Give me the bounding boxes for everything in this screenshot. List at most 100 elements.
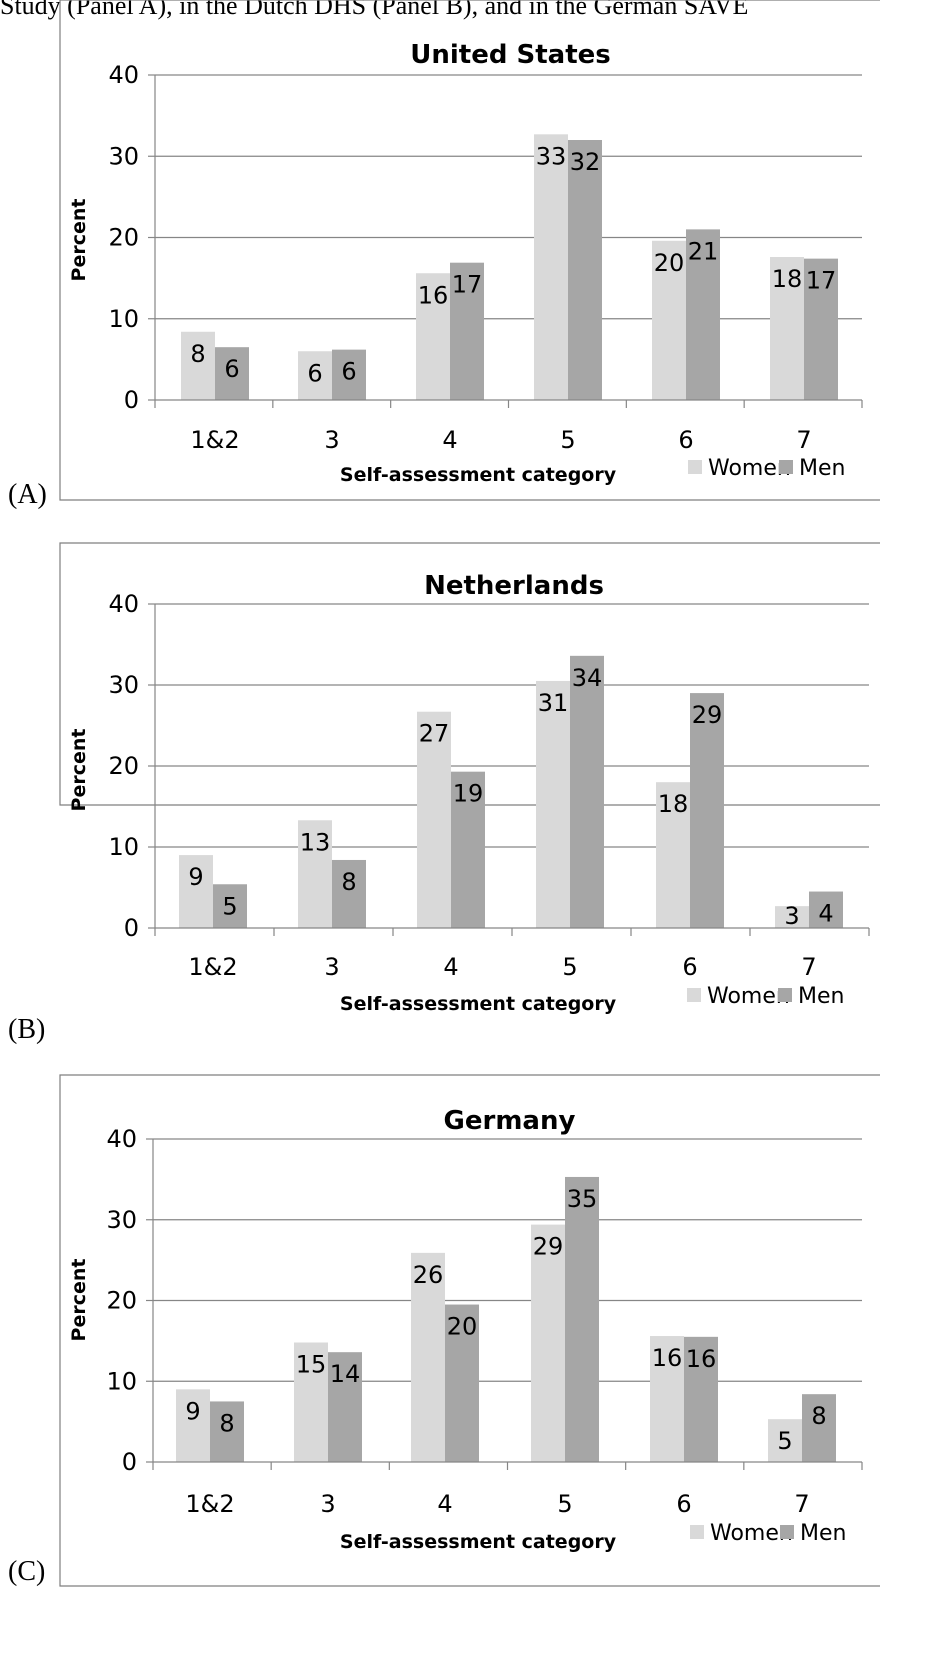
- panel-1-xtick-label: 6: [678, 426, 693, 454]
- panel-3-bar-men: [445, 1304, 479, 1462]
- panel-1-bar-men: [450, 262, 484, 400]
- panel-1-data-label: 18: [772, 265, 803, 293]
- panel-2-title: Netherlands: [424, 571, 604, 601]
- panel-1-legend-women: Women: [708, 456, 791, 481]
- panel-3-title: Germany: [444, 1106, 576, 1136]
- panel-2-xtick-label: 1&2: [188, 953, 237, 981]
- panel-2-legend-men: Men: [798, 984, 844, 1009]
- panel-1-bar-men: [215, 347, 249, 400]
- panel-2-bar-women: [775, 906, 809, 928]
- panel-2-bar-women: [656, 782, 690, 928]
- panel-2-legend-swatch-women: [687, 988, 701, 1002]
- panel-2-xtick-label: 5: [562, 953, 577, 981]
- panel-3-bar-women: [294, 1342, 328, 1462]
- panel-2-legend-women: Women: [707, 984, 790, 1009]
- panel-1-ytick-label: 30: [108, 142, 139, 170]
- panel-2-label: (B): [8, 1014, 45, 1045]
- panel-3-bar-women: [768, 1419, 802, 1462]
- panel-3-data-label: 14: [330, 1360, 361, 1388]
- panel-1-data-label: 6: [224, 355, 239, 383]
- panel-3-label: (C): [8, 1556, 45, 1587]
- panel-2-bar-men: [213, 884, 247, 928]
- panel-1-ytick-label: 20: [108, 224, 139, 252]
- panel-3-xtick-label: 3: [320, 1490, 335, 1518]
- panel-3-legend-swatch-women: [690, 1525, 704, 1539]
- panel-3-bar-men: [210, 1401, 244, 1462]
- panel-1-data-label: 8: [190, 340, 205, 368]
- panel-1-data-label: 21: [688, 237, 719, 265]
- panel-1-frame: [59, 0, 880, 501]
- panel-3-xtick-label: 6: [676, 1490, 691, 1518]
- panel-3-data-label: 9: [185, 1397, 200, 1425]
- panel-3-bar-women: [411, 1252, 445, 1462]
- panel-2-bar-women: [298, 820, 332, 928]
- panel-1-ytick-label: 40: [108, 61, 139, 89]
- panel-3-data-label: 35: [567, 1185, 598, 1213]
- panel-3-legend-women: Women: [710, 1521, 793, 1546]
- panel-2-legend-swatch-men: [778, 988, 792, 1002]
- panel-1-data-label: 20: [654, 249, 685, 277]
- panel-2-data-label: 8: [341, 868, 356, 896]
- panel-1-title: United States: [410, 40, 611, 70]
- panel-3-data-label: 5: [777, 1427, 792, 1455]
- panel-2-data-label: 34: [572, 664, 603, 692]
- panel-3-ytick-label: 10: [106, 1367, 137, 1395]
- panel-2-xtick-label: 7: [801, 953, 816, 981]
- panel-2-bar-women: [536, 680, 570, 928]
- panel-1-legend-swatch-women: [688, 460, 702, 474]
- panel-1-xtick-label: 4: [442, 426, 457, 454]
- panel-1-label: (A): [8, 479, 47, 510]
- panel-2-bar-men: [809, 891, 843, 928]
- panel-1-data-label: 6: [341, 358, 356, 386]
- panel-2-data-label: 27: [419, 720, 450, 748]
- panel-2-data-label: 29: [692, 701, 723, 729]
- panel-2-ytick-label: 10: [108, 833, 139, 861]
- panel-3-bar-women: [531, 1224, 565, 1462]
- panel-1-y-axis-label: Percent: [68, 199, 90, 282]
- panel-3-ytick-label: 0: [122, 1448, 137, 1476]
- panel-2-ytick-label: 0: [124, 914, 139, 942]
- panel-2-bar-men: [690, 693, 724, 928]
- panel-3-x-axis-label: Self-assessment category: [340, 1531, 617, 1553]
- panel-3-bar-men: [684, 1336, 718, 1462]
- panel-1-legend-men: Men: [799, 456, 845, 481]
- figure-caption: Study (Panel A), in the Dutch DHS (Panel…: [0, 0, 749, 20]
- panel-1-bar-men: [332, 349, 366, 400]
- panel-2-xtick-label: 4: [443, 953, 458, 981]
- panel-2-bar-women: [179, 855, 213, 928]
- panel-3-xtick-label: 4: [437, 1490, 452, 1518]
- panel-1-bar-men: [686, 229, 720, 400]
- panel-3-bar-women: [176, 1389, 210, 1462]
- panel-2-ytick-label: 20: [108, 752, 139, 780]
- panel-1-data-label: 16: [418, 281, 449, 309]
- panel-2-ytick-label: 40: [108, 590, 139, 618]
- panel-3-data-label: 16: [652, 1344, 683, 1372]
- panel-1-bar-women: [770, 257, 804, 400]
- panel-3-legend-swatch-men: [780, 1525, 794, 1539]
- panel-1-data-label: 32: [570, 148, 601, 176]
- panel-1-xtick-label: 1&2: [190, 426, 239, 454]
- panel-3-data-label: 20: [447, 1313, 478, 1341]
- panel-2-data-label: 9: [188, 863, 203, 891]
- panel-1-xtick-label: 7: [796, 426, 811, 454]
- panel-2-bar-men: [332, 859, 366, 928]
- panel-3-bar-men: [328, 1352, 362, 1462]
- panel-1-ytick-label: 10: [108, 305, 139, 333]
- panel-2-data-label: 18: [658, 790, 689, 818]
- panel-2-x-axis-label: Self-assessment category: [340, 993, 617, 1015]
- panel-2-y-axis-label: Percent: [68, 729, 90, 812]
- panel-3-xtick-label: 1&2: [185, 1490, 234, 1518]
- panel-2-data-label: 3: [784, 902, 799, 930]
- panel-2-ytick-label: 30: [108, 671, 139, 699]
- panel-3-ytick-label: 30: [106, 1206, 137, 1234]
- panel-1-bar-women: [416, 273, 450, 400]
- panel-3-xtick-label: 7: [794, 1490, 809, 1518]
- panel-3-data-label: 26: [413, 1261, 444, 1289]
- panel-1-x-axis-label: Self-assessment category: [340, 464, 617, 486]
- panel-3-data-label: 8: [219, 1409, 234, 1437]
- panel-1-data-label: 17: [806, 267, 837, 295]
- panel-3-bar-women: [650, 1336, 684, 1462]
- panel-2-data-label: 5: [222, 892, 237, 920]
- panel-1-bar-women: [534, 134, 568, 400]
